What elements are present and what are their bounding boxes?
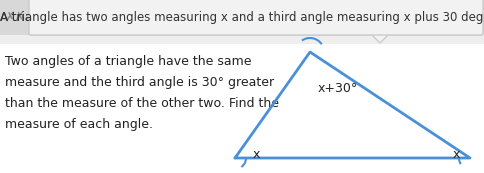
Text: x: x: [253, 148, 260, 161]
Bar: [0, 0, 484, 44]
Text: measure of each angle.: measure of each angle.: [5, 118, 152, 131]
Text: A triangle has two angles measuring x and a third angle measuring x plus 30 degr: A triangle has two angles measuring x an…: [0, 11, 484, 24]
Text: Two angles of a triangle have the same: Two angles of a triangle have the same: [5, 55, 251, 68]
FancyBboxPatch shape: [29, 0, 482, 35]
FancyBboxPatch shape: [29, 0, 482, 35]
Text: ✗✗: ✗✗: [4, 11, 26, 24]
Bar: [0, 0, 30, 35]
Text: than the measure of the other two. Find the: than the measure of the other two. Find …: [5, 97, 278, 110]
Text: measure and the third angle is 30° greater: measure and the third angle is 30° great…: [5, 76, 273, 89]
Text: x+30°: x+30°: [318, 82, 358, 95]
Text: x: x: [452, 148, 459, 161]
Bar: [0, 44, 484, 173]
Text: A triangle has two angles measuring x and a third angle measuring x plus 30 degr: A triangle has two angles measuring x an…: [0, 11, 484, 24]
Bar: [369, 32, 389, 35]
Polygon shape: [369, 33, 389, 43]
